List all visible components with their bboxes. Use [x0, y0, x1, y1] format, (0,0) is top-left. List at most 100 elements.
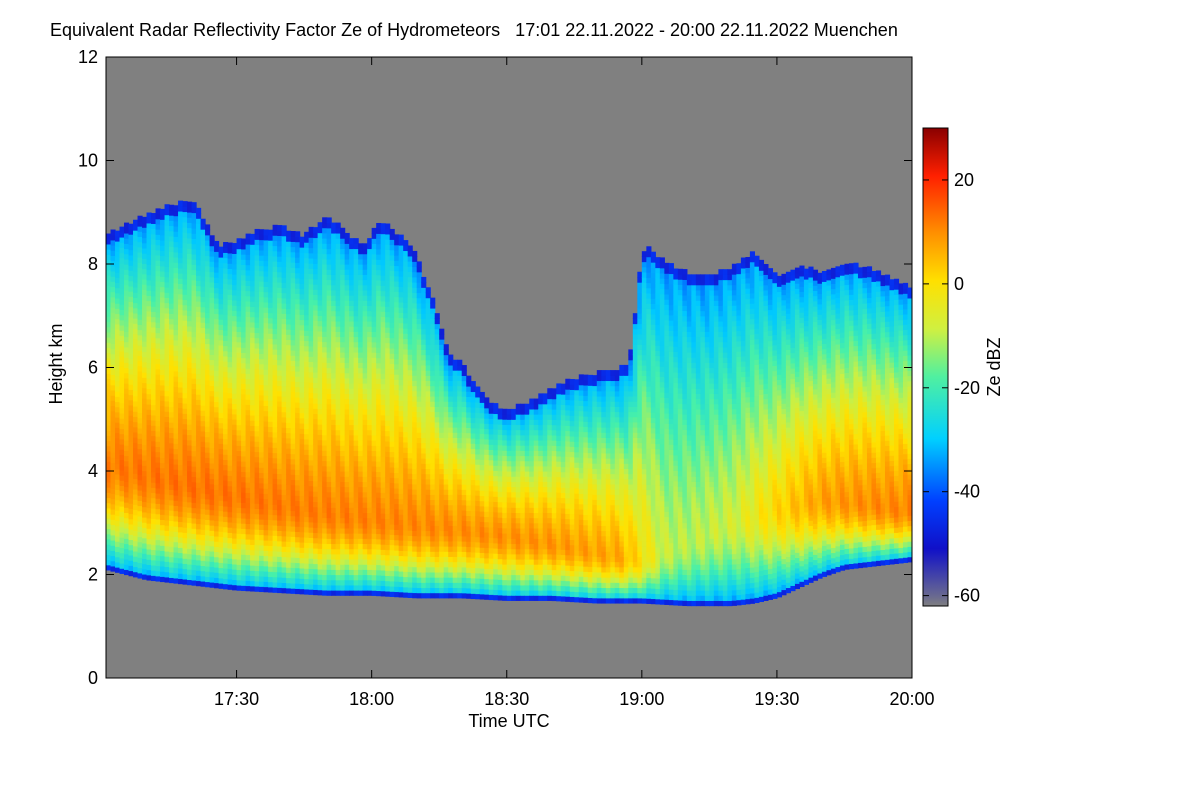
heatmap-cell — [173, 526, 179, 532]
heatmap-cell — [290, 256, 296, 263]
heatmap-cell — [385, 378, 391, 385]
heatmap-cell — [349, 269, 355, 275]
heatmap-cell — [110, 353, 116, 360]
heatmap-cell — [110, 343, 116, 350]
heatmap-cell — [137, 324, 143, 331]
heatmap-cell — [308, 475, 314, 482]
heatmap-cell — [376, 554, 382, 560]
heatmap-cell — [367, 429, 373, 436]
heatmap-cell — [367, 424, 373, 431]
heatmap-cell — [304, 335, 310, 342]
heatmap-cell — [304, 423, 310, 430]
heatmap-cell — [110, 281, 116, 288]
heatmap-cell — [223, 531, 229, 538]
heatmap-cell — [389, 498, 395, 504]
heatmap-cell — [349, 300, 355, 306]
heatmap-cell — [119, 319, 125, 326]
heatmap-cell — [403, 457, 409, 464]
heatmap-cell — [200, 472, 206, 479]
heatmap-cell — [403, 462, 409, 469]
heatmap-cell — [376, 383, 382, 390]
heatmap-cell — [416, 478, 422, 485]
heatmap-cell — [412, 323, 418, 330]
heatmap-cell — [115, 380, 121, 387]
heatmap-cell — [286, 401, 292, 408]
heatmap-cell — [182, 320, 188, 326]
heatmap-cell — [259, 586, 265, 593]
heatmap-cell — [326, 429, 332, 436]
heatmap-cell — [200, 363, 206, 370]
heatmap-cell — [380, 275, 386, 281]
heatmap-cell — [326, 253, 332, 260]
heatmap-cell — [362, 279, 368, 286]
heatmap-cell — [385, 239, 391, 245]
heatmap-cell — [142, 382, 148, 389]
heatmap-cell — [128, 322, 134, 328]
heatmap-cell — [389, 239, 395, 246]
heatmap-cell — [236, 419, 242, 426]
heatmap-cell — [124, 507, 130, 513]
heatmap-cell — [236, 512, 242, 519]
heatmap-cell — [155, 477, 161, 484]
heatmap-cell — [362, 445, 368, 451]
heatmap-cell — [227, 263, 233, 269]
heatmap-cell — [367, 471, 373, 477]
heatmap-cell — [295, 407, 301, 413]
heatmap-cell — [376, 574, 382, 581]
heatmap-cell — [169, 349, 175, 356]
heatmap-cell — [205, 260, 211, 267]
heatmap-cell — [169, 339, 175, 346]
heatmap-cell — [376, 440, 382, 447]
heatmap-cell — [142, 216, 148, 223]
heatmap-cell — [110, 229, 116, 236]
heatmap-cell — [389, 544, 395, 551]
heatmap-cell — [155, 503, 161, 510]
heatmap-cell — [421, 302, 427, 309]
heatmap-cell — [160, 364, 166, 370]
heatmap-cell — [331, 248, 337, 255]
heatmap-cell — [362, 336, 368, 343]
heatmap-cell — [362, 502, 368, 508]
heatmap-cell — [308, 532, 314, 538]
heatmap-cell — [367, 507, 373, 513]
heatmap-cell — [385, 420, 391, 426]
heatmap-cell — [182, 268, 188, 275]
heatmap-cell — [164, 328, 170, 335]
heatmap-cell — [137, 365, 143, 372]
heatmap-cell — [425, 463, 431, 470]
heatmap-cell — [394, 451, 400, 458]
heatmap-cell — [398, 431, 404, 438]
heatmap-cell — [200, 544, 206, 551]
heatmap-cell — [142, 263, 148, 270]
heatmap-cell — [187, 393, 193, 399]
heatmap-cell — [272, 473, 278, 479]
heatmap-cell — [209, 494, 215, 500]
heatmap-cell — [200, 280, 206, 287]
heatmap-cell — [236, 336, 242, 343]
heatmap-cell — [137, 355, 143, 362]
heatmap-cell — [151, 508, 157, 514]
heatmap-cell — [196, 213, 202, 219]
heatmap-cell — [416, 520, 422, 526]
heatmap-cell — [421, 354, 427, 361]
heatmap-cell — [142, 501, 148, 508]
heatmap-cell — [421, 463, 427, 470]
heatmap-cell — [142, 258, 148, 265]
heatmap-cell — [344, 558, 350, 565]
heatmap-cell — [214, 499, 220, 506]
heatmap-cell — [106, 243, 112, 250]
heatmap-cell — [227, 563, 233, 570]
heatmap-cell — [164, 514, 170, 521]
heatmap-cell — [250, 508, 256, 514]
heatmap-cell — [304, 345, 310, 352]
heatmap-cell — [335, 553, 341, 560]
heatmap-cell — [128, 373, 134, 380]
heatmap-cell — [137, 376, 143, 382]
heatmap-cell — [200, 301, 206, 308]
heatmap-cell — [317, 584, 323, 591]
heatmap-cell — [371, 584, 377, 591]
heatmap-cell — [191, 259, 197, 265]
heatmap-cell — [169, 375, 175, 382]
heatmap-cell — [209, 245, 215, 252]
heatmap-cell — [394, 550, 400, 556]
